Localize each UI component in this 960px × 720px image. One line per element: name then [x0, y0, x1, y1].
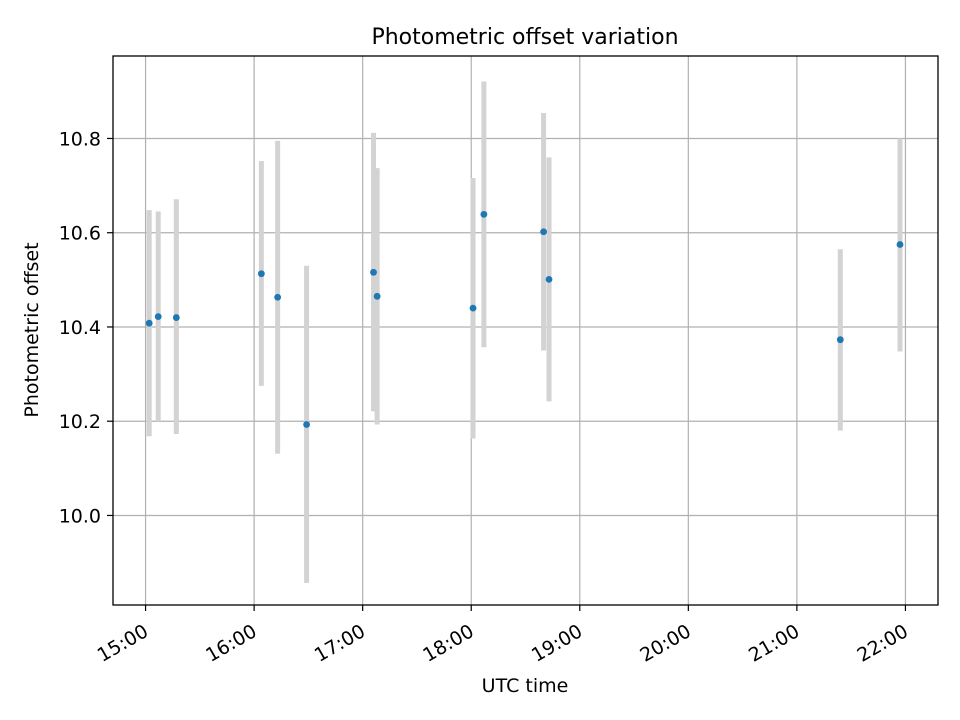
y-tick-label: 10.6 — [59, 223, 101, 245]
data-point — [540, 228, 547, 236]
data-point — [154, 313, 162, 320]
x-axis-label: UTC time — [482, 675, 569, 697]
data-point — [836, 336, 844, 344]
data-points — [145, 210, 904, 428]
y-tick-label: 10.0 — [59, 505, 101, 527]
data-point — [469, 304, 477, 312]
y-tick-label: 10.8 — [59, 128, 101, 150]
chart-title: Photometric offset variation — [371, 25, 678, 50]
data-point — [373, 292, 381, 300]
data-point — [145, 319, 153, 327]
y-tick-label: 10.2 — [59, 411, 101, 433]
data-point — [545, 275, 553, 283]
data-point — [257, 270, 265, 278]
data-point — [896, 241, 904, 248]
data-point — [370, 268, 377, 276]
data-point — [480, 210, 488, 218]
data-point — [274, 293, 282, 301]
grid — [113, 56, 938, 605]
data-point — [303, 421, 310, 428]
y-tick-label: 10.4 — [59, 317, 101, 339]
data-point — [172, 314, 180, 321]
y-axis-label: Photometric offset — [21, 242, 43, 417]
plot-frame — [112, 55, 939, 606]
